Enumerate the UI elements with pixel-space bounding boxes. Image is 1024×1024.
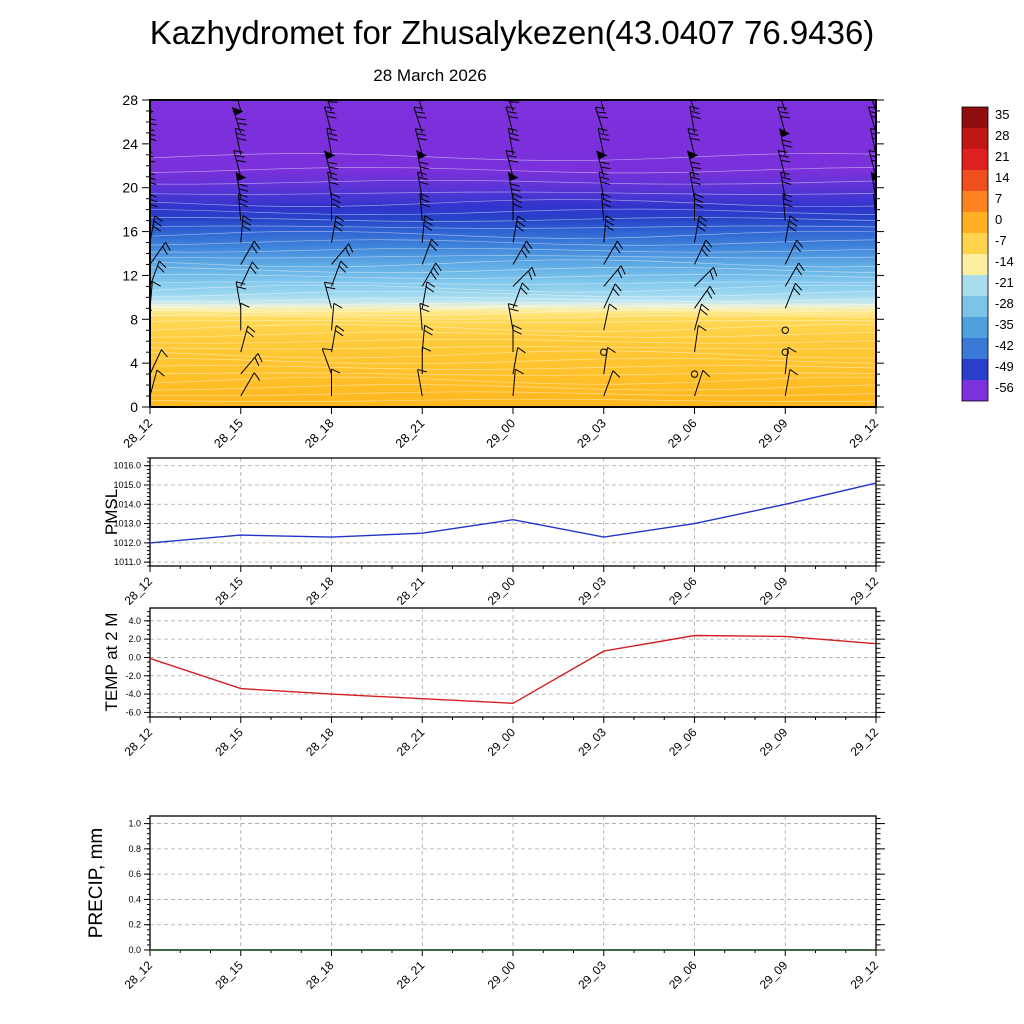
svg-text:29_00: 29_00 [485,725,519,759]
svg-text:1012.0: 1012.0 [113,538,141,548]
svg-text:24: 24 [122,136,138,152]
svg-text:29_12: 29_12 [848,958,882,992]
svg-text:28_15: 28_15 [212,725,246,759]
svg-text:21: 21 [995,149,1009,164]
svg-text:0.8: 0.8 [128,844,141,854]
svg-text:28: 28 [122,92,138,108]
svg-text:1015.0: 1015.0 [113,480,141,490]
svg-text:-2.0: -2.0 [125,671,141,681]
svg-text:28_12: 28_12 [122,958,156,992]
pmsl-line [149,482,877,544]
svg-text:28_21: 28_21 [394,958,428,992]
svg-text:28_18: 28_18 [303,725,337,759]
svg-text:28_18: 28_18 [303,574,337,608]
svg-text:28_18: 28_18 [302,416,337,451]
svg-text:29_06: 29_06 [666,958,700,992]
svg-text:29_09: 29_09 [757,958,791,992]
svg-text:0: 0 [995,212,1002,227]
svg-text:29_00: 29_00 [485,574,519,608]
svg-text:-28: -28 [995,296,1014,311]
svg-text:29_00: 29_00 [485,958,519,992]
svg-text:28_21: 28_21 [393,416,428,451]
svg-text:-6.0: -6.0 [125,707,141,717]
cross-section-axes [142,99,884,414]
svg-text:2.0: 2.0 [128,634,141,644]
svg-text:0.6: 0.6 [128,869,141,879]
svg-text:20: 20 [122,180,138,196]
svg-text:1.0: 1.0 [128,819,141,829]
temp-grid [150,608,876,717]
precip-panel: 0.0 0.2 0.4 0.6 0.8 1.0 28_12 28_15 28_18 28_21 29… [122,815,885,992]
svg-text:0.2: 0.2 [128,920,141,930]
svg-text:-7: -7 [995,233,1007,248]
svg-text:1013.0: 1013.0 [113,519,141,529]
svg-text:29_09: 29_09 [756,416,791,451]
svg-text:28_15: 28_15 [212,574,246,608]
svg-text:28_21: 28_21 [394,725,428,759]
precip-axes [144,818,885,956]
svg-text:29_09: 29_09 [757,725,791,759]
svg-text:16: 16 [122,224,138,240]
svg-text:-21: -21 [995,275,1014,290]
svg-text:28: 28 [995,128,1009,143]
svg-text:29_12: 29_12 [847,416,882,451]
svg-text:29_00: 29_00 [484,416,519,451]
svg-text:-4.0: -4.0 [125,689,141,699]
date-subtitle: 28 March 2026 [373,66,487,85]
svg-text:-49: -49 [995,359,1014,374]
temp-line [149,634,877,705]
colorbar: 35 28 21 14 7 0 -7 -14 -21 -28 -35 -42 -49 -56 [961,106,1014,402]
svg-text:4.0: 4.0 [128,616,141,626]
svg-text:29_06: 29_06 [666,574,700,608]
svg-text:28_15: 28_15 [212,958,246,992]
svg-text:29_12: 29_12 [848,725,882,759]
pmsl-grid [150,458,876,566]
wind-barbs [150,100,876,397]
svg-text:1016.0: 1016.0 [113,461,141,471]
svg-text:28_15: 28_15 [211,416,246,451]
svg-text:29_09: 29_09 [757,574,791,608]
svg-text:7: 7 [995,191,1002,206]
svg-text:28_12: 28_12 [122,725,156,759]
cross-section-fill [150,100,876,407]
svg-text:0.0: 0.0 [128,652,141,662]
svg-text:28_12: 28_12 [122,574,156,608]
page-title: Kazhydromet for Zhusalykezen(43.0407 76.… [149,14,875,51]
svg-text:29_03: 29_03 [575,725,609,759]
temp-panel: -6.0 -4.0 -2.0 0.0 2.0 4.0 28_12 28_15 28_18 28_2… [122,607,885,759]
svg-text:0.0: 0.0 [128,945,141,955]
svg-text:28_18: 28_18 [303,958,337,992]
pmsl-axes [144,457,885,572]
svg-text:28_12: 28_12 [121,416,156,451]
svg-text:0.4: 0.4 [128,894,141,904]
svg-text:12: 12 [122,267,138,283]
svg-text:29_03: 29_03 [575,574,609,608]
svg-text:0: 0 [130,399,138,415]
pmsl-panel: 1011.0 1012.0 1013.0 1014.0 1015.0 1016.0 28_1… [113,457,885,608]
svg-text:29_03: 29_03 [575,958,609,992]
temp-axes [144,611,885,723]
precip-grid [150,816,876,951]
svg-text:14: 14 [995,170,1009,185]
svg-text:29_12: 29_12 [848,574,882,608]
svg-text:29_06: 29_06 [665,416,700,451]
svg-text:-14: -14 [995,254,1014,269]
svg-text:-42: -42 [995,338,1014,353]
svg-text:29_06: 29_06 [666,725,700,759]
svg-text:-35: -35 [995,317,1014,332]
svg-text:1014.0: 1014.0 [113,499,141,509]
svg-text:29_03: 29_03 [574,416,609,451]
svg-text:1011.0: 1011.0 [114,557,141,567]
svg-text:35: 35 [995,107,1009,122]
svg-text:4: 4 [130,355,138,371]
cross-section-panel: 0 4 8 12 16 20 24 28 28_12 28_15 28_18 28_21 29_00 29… [121,92,884,451]
contour-lines [150,153,876,402]
svg-text:28_21: 28_21 [394,574,428,608]
svg-text:-56: -56 [995,380,1014,395]
svg-text:8: 8 [130,311,138,327]
